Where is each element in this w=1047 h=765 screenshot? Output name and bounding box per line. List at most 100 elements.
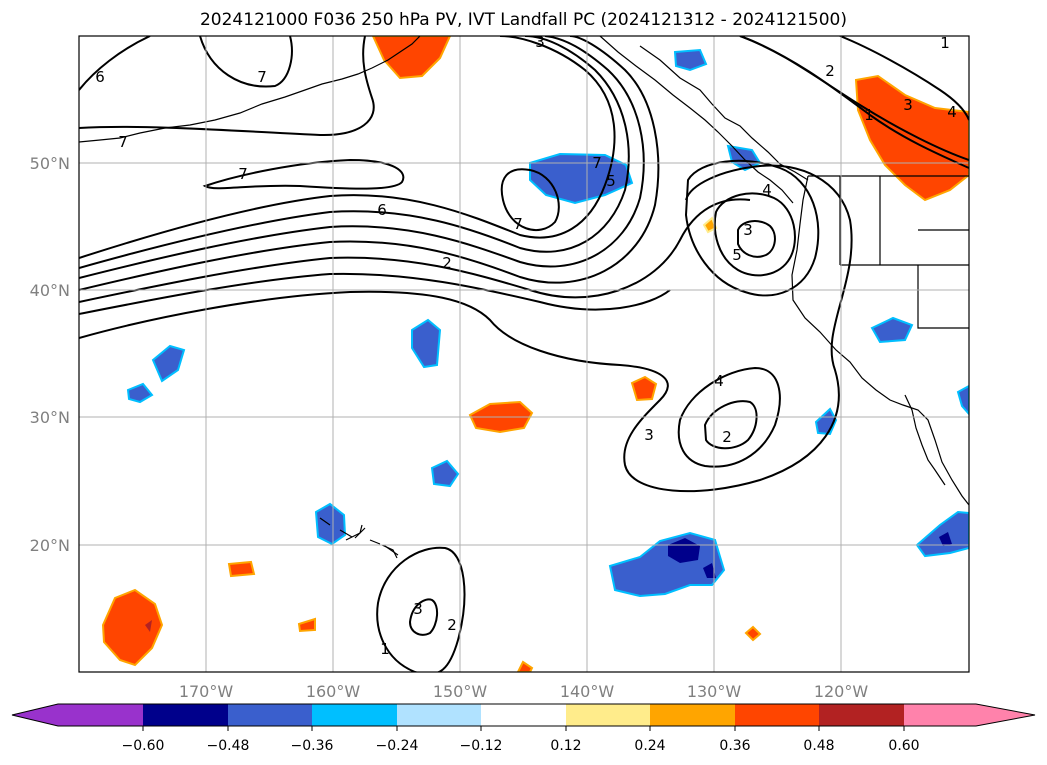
contour-label: 2	[825, 62, 835, 80]
colorbar-segment	[228, 704, 312, 726]
contour-label: 4	[762, 181, 772, 199]
contour-label: 3	[743, 221, 753, 239]
colorbar-tick-label: −0.36	[291, 738, 334, 754]
contour-label: 7	[118, 133, 128, 151]
lon-tick-label: 140°W	[560, 682, 615, 701]
contour-label: 4	[947, 103, 957, 121]
lat-tick-labels: 50°N 40°N 30°N 20°N	[30, 154, 70, 555]
lat-tick-label: 20°N	[30, 536, 70, 555]
lon-tick-labels: 170°W 160°W 150°W 140°W 130°W 120°W	[179, 682, 869, 701]
ivt-positive-small-5	[702, 216, 718, 234]
contour-3-east	[739, 36, 969, 169]
us-west-coast	[791, 175, 969, 506]
lat-tick-label: 40°N	[30, 281, 70, 300]
contour-jet-4	[79, 36, 660, 291]
contour-label: 3	[535, 33, 545, 51]
colorbar-tick-label: 0.36	[719, 738, 750, 754]
contour-jet-5	[79, 198, 751, 303]
contour-label: 6	[377, 201, 387, 219]
state-borders	[839, 176, 969, 329]
contour-jet-1	[79, 36, 616, 259]
colorbar: −0.60 −0.48 −0.36 −0.24 −0.12 0.12 0.24 0.36 0.4…	[11, 703, 1036, 754]
contour-ne-ring	[839, 36, 969, 121]
south-ring-3	[408, 598, 438, 636]
bc-coast	[639, 45, 809, 181]
lat-tick-label: 30°N	[30, 408, 70, 427]
colorbar-tick-label: 0.48	[803, 738, 834, 754]
colorbar-tick-label: −0.48	[207, 738, 250, 754]
contour-label: 7	[257, 68, 267, 86]
alaska-aleutian-coast	[79, 36, 421, 143]
ivt-positive-alaska	[371, 36, 452, 80]
ivt-positive-southwest	[101, 588, 164, 667]
colorbar-segment	[397, 704, 481, 726]
contour-label: 3	[903, 96, 913, 114]
ivt-positive-pacific-northwest	[854, 74, 969, 202]
contour-jet-3	[79, 36, 645, 279]
colorbar-outline	[11, 703, 1036, 727]
pv-contours	[79, 36, 969, 672]
colorbar-segment	[904, 704, 1035, 726]
colorbar-segment	[12, 704, 143, 726]
baja-coast	[904, 394, 946, 486]
contour-label: 1	[380, 640, 390, 658]
alaska-panhandle-coast	[599, 36, 794, 204]
ivt-positive-east	[630, 375, 658, 402]
map-frame	[78, 35, 970, 673]
contour-label: 2	[447, 616, 457, 634]
contour-label: 3	[644, 426, 654, 444]
colorbar-tick-label: 0.24	[634, 738, 665, 754]
colorbar-segments	[12, 704, 1035, 726]
colorbar-segment	[481, 704, 566, 726]
contour-7-arctic	[199, 36, 293, 88]
low-ring-4	[713, 192, 796, 277]
colorbar-tick-label: 0.12	[550, 738, 581, 754]
lon-tick-label: 150°W	[433, 682, 488, 701]
contour-label: 2	[442, 254, 452, 272]
gridlines	[79, 36, 969, 672]
contour-label: 4	[714, 372, 724, 390]
colorbar-tick-label: −0.12	[460, 738, 503, 754]
sub-ring-2	[677, 366, 781, 468]
map-title: 2024121000 F036 250 hPa PV, IVT Landfall…	[199, 10, 847, 30]
contour-label: 7	[513, 215, 523, 233]
contour-label: 6	[95, 68, 105, 86]
lon-tick-label: 120°W	[814, 682, 869, 701]
low-ring-5	[737, 220, 776, 258]
low-ring-3	[684, 159, 820, 297]
contour-2	[79, 164, 853, 493]
contour-label: 3	[413, 600, 423, 618]
colorbar-tick-label: −0.24	[376, 738, 419, 754]
contour-7-closed	[202, 158, 405, 190]
contour-label: 1	[864, 106, 874, 124]
colorbar-tick-label: −0.60	[122, 738, 165, 754]
ivt-positive-small-2	[297, 617, 316, 633]
lon-tick-label: 130°W	[687, 682, 742, 701]
contour-7-west	[79, 36, 375, 137]
contour-label: 1	[940, 34, 950, 52]
ivt-positive-small-4	[516, 660, 534, 672]
lon-tick-label: 170°W	[179, 682, 234, 701]
colorbar-segment	[312, 704, 397, 726]
sub-ring-3	[703, 400, 758, 450]
contour-6-arctic	[79, 36, 151, 91]
lat-tick-label: 50°N	[30, 154, 70, 173]
contour-jet-6	[79, 272, 671, 315]
colorbar-segment	[566, 704, 650, 726]
contour-label: 7	[238, 165, 248, 183]
contour-label: 7	[592, 154, 602, 172]
contour-jet-2	[79, 36, 630, 269]
colorbar-ticks: −0.60 −0.48 −0.36 −0.24 −0.12 0.12 0.24 0.36 0.4…	[122, 726, 920, 754]
contour-label: 5	[606, 172, 616, 190]
ivt-positive-shading	[101, 36, 969, 672]
lon-tick-label: 160°W	[306, 682, 361, 701]
ivt-positive-small-3	[744, 625, 762, 642]
colorbar-tick-label: 0.60	[888, 738, 919, 754]
colorbar-segment	[735, 704, 819, 726]
contour-7-gulf	[500, 168, 560, 231]
colorbar-segment	[143, 704, 228, 726]
colorbar-segment	[819, 704, 904, 726]
contour-label: 5	[732, 246, 742, 264]
